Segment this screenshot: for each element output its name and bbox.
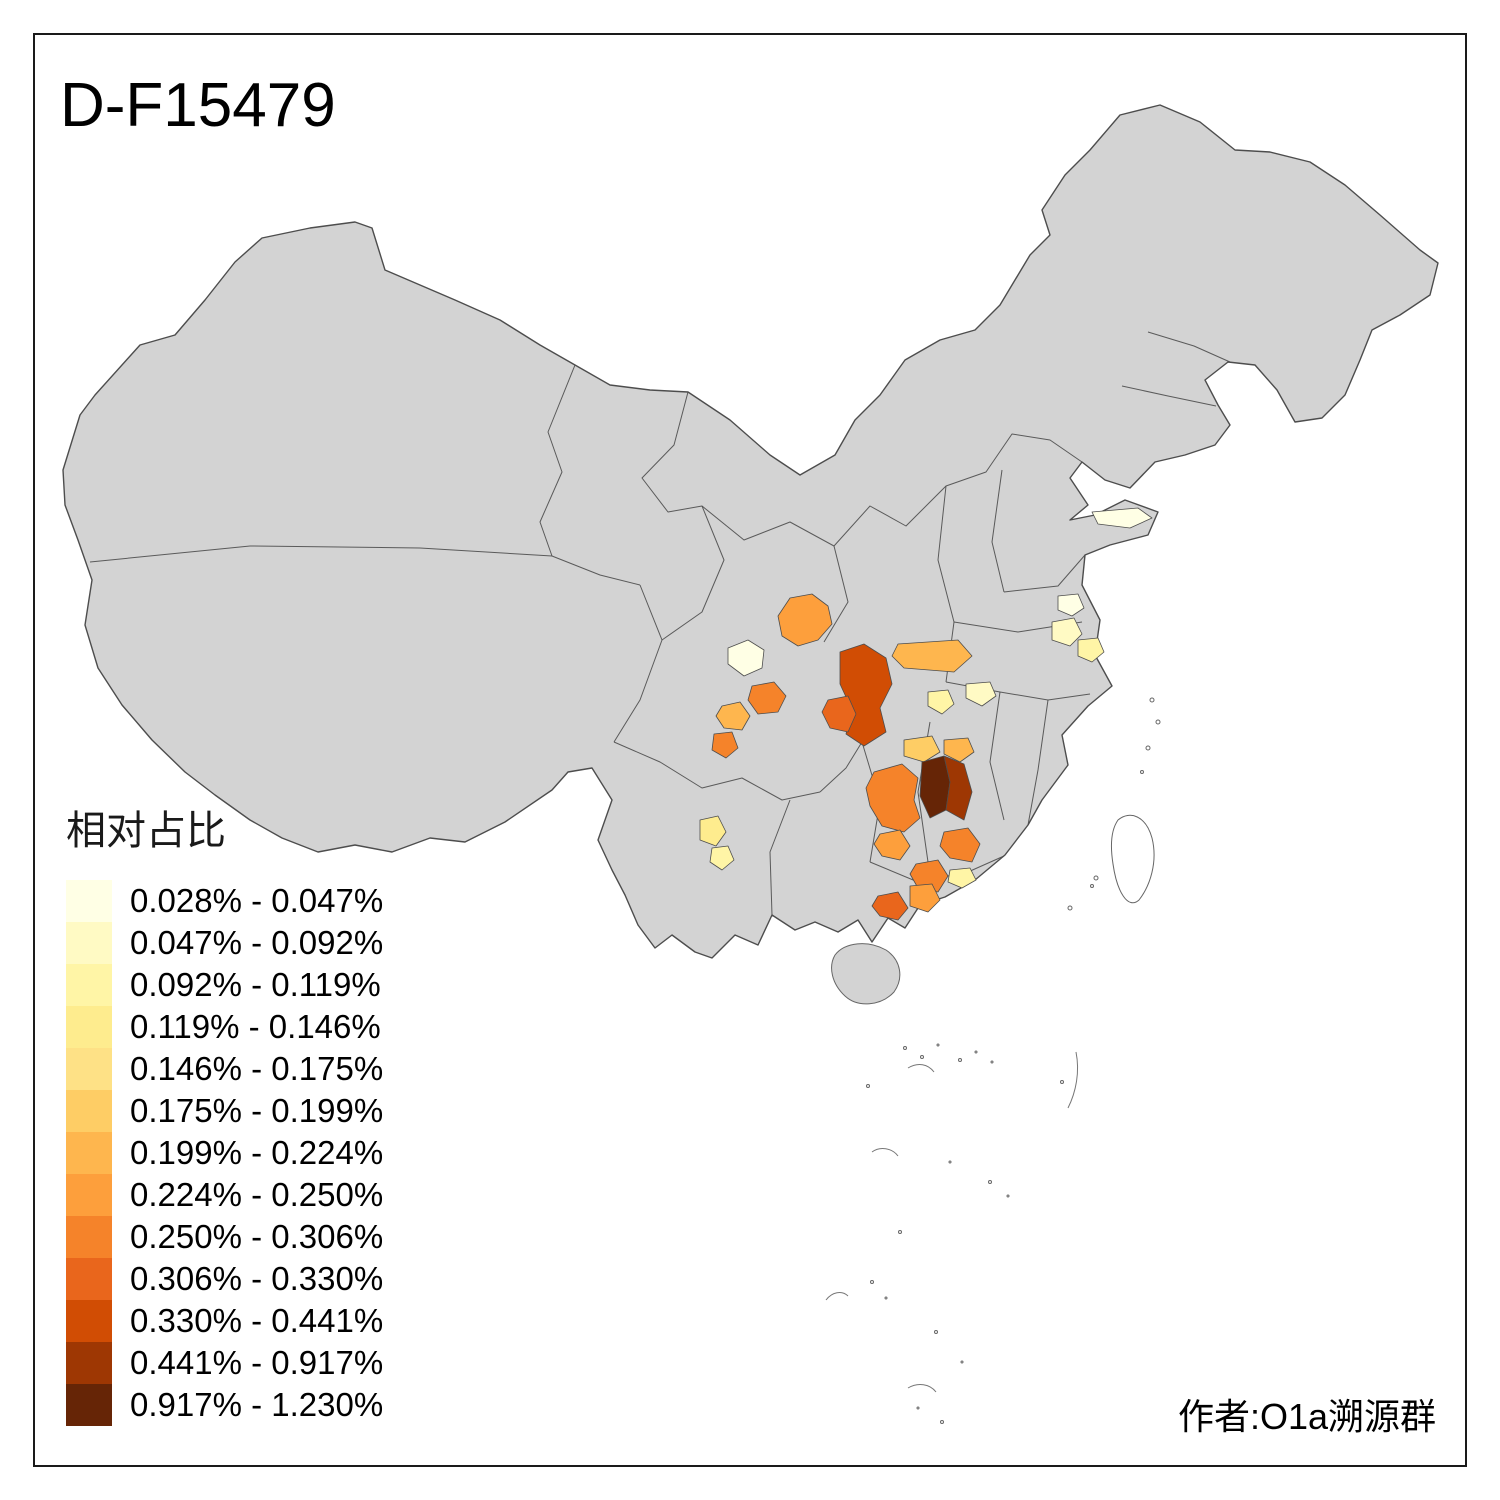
legend-rows: 0.028% - 0.047% 0.047% - 0.092% 0.092% - 0…	[66, 880, 383, 1426]
colored-region	[939, 827, 981, 863]
colored-region	[891, 639, 973, 673]
colored-region	[711, 731, 739, 759]
legend-swatch	[66, 1342, 112, 1384]
legend-row: 0.441% - 0.917%	[66, 1342, 383, 1384]
legend-label: 0.330% - 0.441%	[130, 1302, 384, 1339]
colored-region	[1077, 637, 1105, 663]
attribution: 作者:O1a溯源群	[1177, 1396, 1436, 1437]
legend-row: 0.306% - 0.330%	[66, 1258, 383, 1300]
colored-region	[965, 681, 997, 707]
sea-islands	[825, 697, 1161, 1424]
legend-label: 0.250% - 0.306%	[130, 1218, 384, 1255]
legend-swatch	[66, 1132, 112, 1174]
legend-label: 0.119% - 0.146%	[130, 1008, 381, 1045]
legend-swatch	[66, 964, 112, 1006]
legend-swatch	[66, 1216, 112, 1258]
legend-label: 0.199% - 0.224%	[130, 1134, 384, 1171]
legend-row: 0.330% - 0.441%	[66, 1300, 383, 1342]
colored-region	[1051, 617, 1083, 647]
colored-region	[747, 681, 787, 715]
legend-row: 0.028% - 0.047%	[66, 880, 383, 922]
legend-swatch	[66, 1384, 112, 1426]
colored-region	[947, 867, 977, 889]
colored-region	[927, 689, 955, 715]
legend-row: 0.092% - 0.119%	[66, 964, 383, 1006]
legend-swatch	[66, 1090, 112, 1132]
legend-swatch	[66, 880, 112, 922]
colored-region	[909, 859, 949, 893]
colored-region	[865, 763, 921, 833]
legend-label: 0.146% - 0.175%	[130, 1050, 384, 1087]
legend-swatch	[66, 1006, 112, 1048]
figure-title: D-F15479	[60, 71, 336, 140]
colored-region	[871, 891, 909, 921]
colored-region	[1091, 507, 1153, 529]
legend-swatch	[66, 1258, 112, 1300]
legend-row: 0.224% - 0.250%	[66, 1174, 383, 1216]
colored-region	[777, 593, 833, 647]
colored-region	[821, 695, 857, 733]
legend-swatch	[66, 1300, 112, 1342]
legend-row: 0.250% - 0.306%	[66, 1216, 383, 1258]
legend-row: 0.119% - 0.146%	[66, 1006, 383, 1048]
legend: 相对占比 0.028% - 0.047% 0.047% - 0.092% 0.092…	[66, 798, 383, 1426]
legend-label: 0.441% - 0.917%	[130, 1344, 384, 1381]
legend-label: 0.306% - 0.330%	[130, 1260, 384, 1297]
legend-row: 0.175% - 0.199%	[66, 1090, 383, 1132]
legend-swatch	[66, 1048, 112, 1090]
colored-region	[943, 737, 975, 763]
hainan-island	[831, 943, 901, 1005]
colored-regions	[699, 507, 1153, 921]
legend-row: 0.047% - 0.092%	[66, 922, 383, 964]
legend-row: 0.199% - 0.224%	[66, 1132, 383, 1174]
colored-region	[909, 883, 941, 913]
legend-title: 相对占比	[66, 809, 226, 853]
legend-label: 0.175% - 0.199%	[130, 1092, 384, 1129]
colored-region	[903, 735, 941, 763]
legend-row: 0.146% - 0.175%	[66, 1048, 383, 1090]
colored-region	[715, 701, 751, 731]
colored-region	[727, 639, 765, 677]
colored-region	[1057, 593, 1085, 617]
taiwan-island	[1110, 815, 1155, 904]
legend-label: 0.047% - 0.092%	[130, 924, 384, 961]
colored-region	[709, 845, 735, 871]
colored-region	[873, 829, 911, 861]
legend-swatch	[66, 1174, 112, 1216]
colored-region	[943, 755, 973, 821]
legend-label: 0.917% - 1.230%	[130, 1386, 384, 1423]
legend-label: 0.092% - 0.119%	[130, 966, 381, 1003]
legend-swatch	[66, 922, 112, 964]
legend-row: 0.917% - 1.230%	[66, 1384, 383, 1426]
china-mainland	[62, 104, 1439, 959]
colored-region	[699, 815, 727, 847]
legend-label: 0.224% - 0.250%	[130, 1176, 384, 1213]
legend-label: 0.028% - 0.047%	[130, 882, 384, 919]
